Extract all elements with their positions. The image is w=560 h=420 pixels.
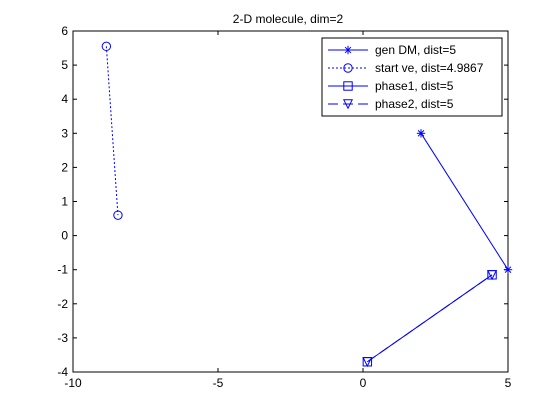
y-tick-label: 0 <box>61 229 68 243</box>
legend-entry: phase1, dist=5 <box>328 79 454 93</box>
legend-label: phase2, dist=5 <box>375 97 454 111</box>
legend-marker <box>343 81 353 91</box>
series-4-line <box>367 274 493 363</box>
legend-marker <box>343 63 353 73</box>
series-1-point <box>416 129 426 138</box>
y-tick-label: 4 <box>61 92 68 106</box>
y-tick-label: -2 <box>57 297 68 311</box>
legend-label: gen DM, dist=5 <box>375 43 456 57</box>
asterisk-stroke <box>417 130 425 137</box>
y-tick-label: 2 <box>61 160 68 174</box>
y-tick-label: 1 <box>61 195 68 209</box>
x-tick-label: 5 <box>505 376 512 390</box>
y-tick-label: 3 <box>61 126 68 140</box>
y-tick-label: 5 <box>61 58 68 72</box>
y-tick-label: -1 <box>57 263 68 277</box>
series-2-point <box>113 210 123 220</box>
series-2-line <box>105 46 119 216</box>
series-1 <box>416 129 513 274</box>
y-tick-label: 6 <box>61 24 68 38</box>
x-tick-label: -5 <box>213 376 224 390</box>
asterisk-stroke <box>344 46 352 54</box>
series-4-point <box>362 357 373 368</box>
legend-label: phase1, dist=5 <box>375 79 454 93</box>
chart-title: 2-D molecule, dim=2 <box>233 12 344 26</box>
series-1-line <box>420 133 509 270</box>
legend: gen DM, dist=5 start ve, dist=4.9867 phase… <box>321 37 503 117</box>
series-2 <box>101 41 123 220</box>
series-1-point <box>503 265 513 274</box>
y-tick-label: -4 <box>57 365 68 379</box>
legend-marker <box>342 99 354 110</box>
legend-entry: phase2, dist=5 <box>328 97 454 111</box>
legend-box <box>321 37 503 117</box>
y-tick-label: -3 <box>57 331 68 345</box>
series-4-point <box>487 270 498 281</box>
legend-entry: gen DM, dist=5 <box>328 43 456 57</box>
asterisk-stroke <box>504 266 512 273</box>
series-2-point <box>101 41 112 52</box>
x-tick-label: 0 <box>360 376 367 390</box>
x-tick-label: -10 <box>64 376 82 390</box>
legend-marker <box>343 45 353 55</box>
data-series <box>101 41 513 368</box>
legend-label: start ve, dist=4.9867 <box>375 61 484 75</box>
series-4 <box>362 270 498 368</box>
legend-entry: start ve, dist=4.9867 <box>328 61 484 75</box>
